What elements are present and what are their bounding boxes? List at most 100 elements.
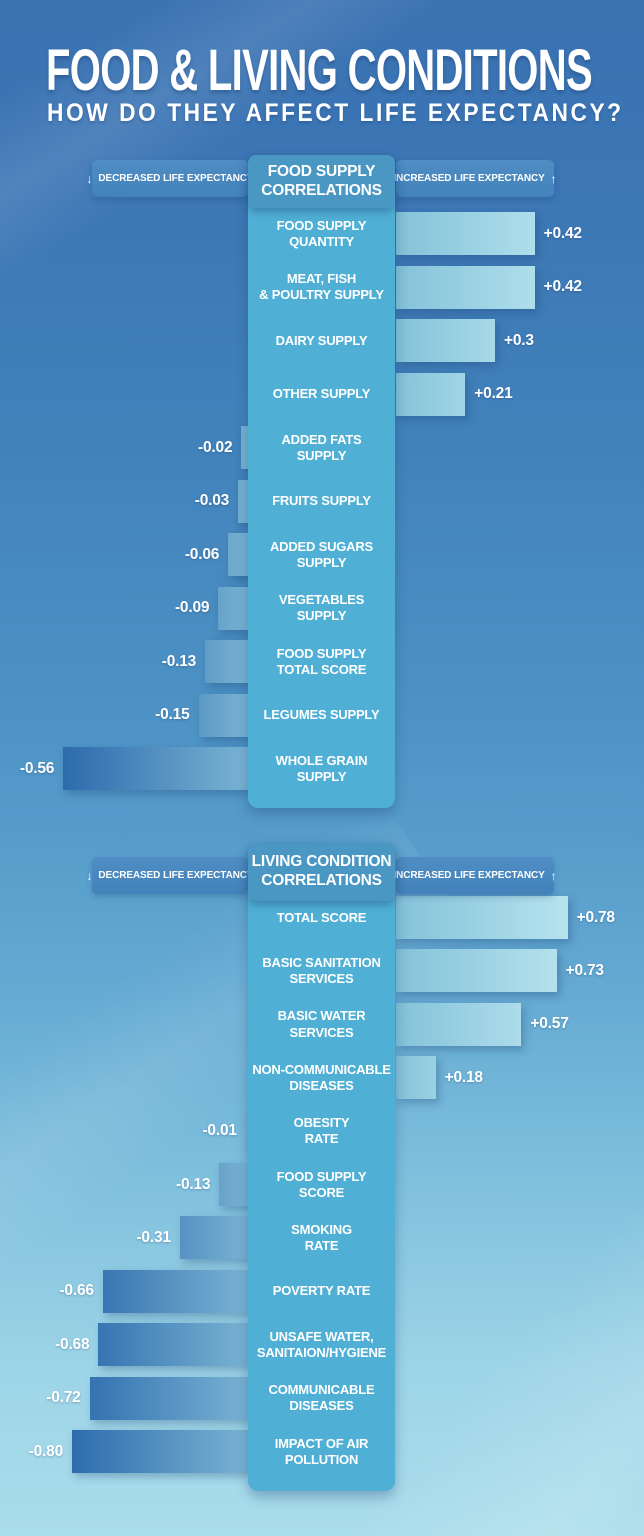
up-arrow-icon: ↑: [550, 868, 557, 883]
value-label: -0.56: [19, 759, 55, 777]
bar-row-4: [241, 426, 248, 469]
bar-row-7: [218, 586, 248, 630]
category-label-line: SERVICES: [289, 1024, 354, 1040]
bar-row-8: [205, 640, 248, 683]
value-label: -0.13: [161, 652, 197, 670]
category-label: TOTAL SCORE: [252, 909, 391, 925]
bar-row-10: [63, 747, 248, 790]
bar-row-9: [198, 693, 248, 737]
value-label: -0.31: [136, 1228, 171, 1246]
category-label: WHOLE GRAIN SUPPLY: [252, 752, 391, 785]
up-arrow-icon: ↑: [550, 171, 557, 186]
category-label-line: LEGUMES SUPPLY: [263, 706, 380, 722]
bar-food-supply-row-3: [396, 372, 466, 416]
category-label-line: SMOKING: [291, 1221, 352, 1237]
value-label: -0.80: [28, 1442, 64, 1460]
legend-decreased-life-expectancy: ↓ DECREASED LIFE EXPECTANCY: [86, 857, 254, 894]
category-label-line: DISEASES: [289, 1077, 354, 1093]
bar-row-4: [245, 1109, 248, 1153]
category-label: IMPACT OF AIR POLLUTION: [252, 1435, 391, 1468]
category-label: BASIC WATER SERVICES: [252, 1008, 391, 1041]
category-label: FOOD SUPPLY TOTAL SCORE: [252, 645, 391, 678]
value-label: -0.13: [176, 1175, 211, 1193]
category-label-line: SERVICES: [289, 970, 354, 986]
down-arrow-icon: ↓: [86, 868, 93, 883]
category-label-line: DISEASES: [289, 1398, 354, 1414]
category-column: [248, 843, 395, 1491]
page-subtitle: HOW DO THEY AFFECT LIFE EXPECTANCY?: [47, 99, 624, 127]
category-label-line: FOOD SUPPLY: [276, 217, 367, 233]
bar-row-9: [89, 1376, 248, 1420]
value-label: -0.02: [198, 438, 233, 456]
category-label: NON-COMMUNICABLE DISEASES: [252, 1061, 391, 1094]
category-label-line: VEGETABLES: [278, 591, 365, 607]
category-label: MEAT, FISH & POULTRY SUPPLY: [252, 271, 391, 304]
chart-title-line: FOOD SUPPLY: [267, 162, 376, 180]
category-label: COMMUNICABLE DISEASES: [252, 1382, 391, 1415]
category-label-line: QUANTITY: [289, 233, 354, 249]
category-label: FOOD SUPPLY QUANTITY: [252, 217, 391, 250]
category-label-line: WHOLE GRAIN: [275, 752, 368, 768]
category-label-line: SUPPLY: [296, 768, 347, 784]
down-arrow-icon: ↓: [86, 171, 93, 186]
chart-title: LIVING CONDITION CORRELATIONS: [248, 843, 395, 901]
category-label: LEGUMES SUPPLY: [252, 707, 391, 723]
category-label: SMOKING RATE: [252, 1222, 391, 1255]
category-label-line: & POULTRY SUPPLY: [259, 287, 384, 302]
bar-food-supply-row-2: [396, 319, 495, 362]
category-label-line: DAIRY SUPPLY: [275, 332, 368, 348]
category-label: POVERTY RATE: [252, 1283, 391, 1299]
category-label: VEGETABLES SUPPLY: [252, 592, 391, 625]
category-label-line: SANITAION/HYGIENE: [256, 1344, 387, 1360]
legend-increased-life-expectancy: INCREASED LIFE EXPECTANCY ↑: [393, 160, 557, 197]
category-label: FOOD SUPPLY SCORE: [252, 1168, 391, 1201]
value-label: -0.06: [184, 545, 220, 563]
chart-title-line: CORRELATIONS: [261, 181, 382, 199]
legend-decreased-life-expectancy: ↓ DECREASED LIFE EXPECTANCY: [86, 160, 254, 197]
bar-living-condition-row-3: [396, 1056, 436, 1100]
category-label-line: BASIC SANITATION: [262, 954, 381, 970]
category-label: ADDED SUGARS SUPPLY: [252, 538, 391, 571]
category-label: FRUITS SUPPLY: [252, 493, 391, 509]
bar-row-6: [179, 1216, 248, 1260]
value-label: +0.78: [576, 908, 615, 926]
legend-decreased-label: DECREASED LIFE EXPECTANCY: [98, 173, 254, 184]
value-label: -0.66: [59, 1282, 94, 1300]
value-label: +0.21: [474, 385, 513, 402]
chart-title-line: CORRELATIONS: [261, 872, 382, 889]
value-label: +0.57: [530, 1015, 569, 1033]
bar-row-8: [98, 1323, 248, 1367]
category-label-line: IMPACT OF AIR: [274, 1435, 369, 1451]
legend-increased-label: INCREASED LIFE EXPECTANCY: [393, 870, 545, 881]
category-label-line: FOOD SUPPLY: [276, 645, 367, 661]
bar-food-supply-row-1: [396, 265, 535, 309]
value-label: +0.42: [543, 224, 582, 242]
category-column: [248, 155, 395, 808]
category-label: UNSAFE WATER, SANITAION/HYGIENE: [252, 1328, 391, 1361]
category-label-line: POVERTY RATE: [272, 1283, 371, 1299]
category-label-line: NON-COMMUNICABLE: [252, 1061, 391, 1077]
category-label-line: UNSAFE WATER,: [269, 1328, 374, 1344]
bar-living-condition-row-0: [396, 896, 568, 939]
category-label: OTHER SUPPLY: [252, 386, 391, 402]
bar-row-6: [228, 533, 248, 576]
value-label: -0.09: [174, 599, 210, 616]
category-label: BASIC SANITATION SERVICES: [252, 955, 391, 988]
value-label: +0.3: [504, 331, 534, 349]
value-label: -0.15: [155, 706, 190, 723]
value-label: +0.42: [543, 278, 582, 295]
category-label-line: BASIC WATER: [277, 1008, 366, 1024]
category-label-line: MEAT, FISH: [286, 270, 357, 286]
category-label-line: SUPPLY: [296, 554, 347, 570]
category-label-line: OTHER SUPPLY: [272, 385, 371, 401]
category-label: DAIRY SUPPLY: [252, 332, 391, 348]
bar-row-10: [72, 1430, 248, 1473]
category-label-line: FRUITS SUPPLY: [272, 492, 371, 508]
bar-row-5: [219, 1163, 248, 1206]
category-label-line: SUPPLY: [296, 447, 347, 463]
category-label-line: SUPPLY: [296, 608, 347, 623]
chart-title: FOOD SUPPLY CORRELATIONS: [248, 155, 395, 208]
category-label-line: POLLUTION: [284, 1451, 359, 1467]
bar-living-condition-row-2: [396, 1002, 522, 1046]
